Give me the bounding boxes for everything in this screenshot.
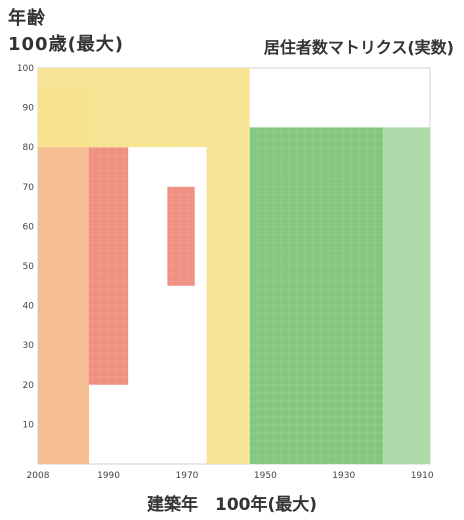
chart-title: 居住者数マトリクス(実数) [263, 38, 454, 57]
x-axis-label: 建築年 100年(最大) [146, 495, 318, 515]
y-tick-label: 60 [23, 222, 35, 232]
y-tick-label: 40 [23, 302, 35, 312]
y-tick-label: 30 [23, 341, 35, 351]
y-tick-label: 80 [23, 143, 35, 153]
heatmap-region-5 [206, 68, 250, 464]
heatmap-cells [37, 67, 431, 465]
x-tick-label: 1950 [254, 471, 277, 481]
heatmap-region-1 [38, 87, 89, 465]
y-tick-label: 90 [23, 104, 35, 114]
y-tick-label: 10 [23, 420, 35, 430]
heatmap-region-6 [249, 127, 383, 465]
heatmap-region-2 [88, 147, 129, 385]
x-tick-label: 1930 [332, 471, 355, 481]
heatmap-region-4 [38, 68, 207, 148]
y-tick-label: 50 [23, 262, 35, 272]
y-axis-label-line2: 100歳(最大) [8, 34, 125, 55]
y-axis-label-line1: 年齢 [8, 8, 46, 29]
y-axis-ticks: 10 20 30 40 50 60 70 80 90 100 [17, 64, 34, 430]
x-tick-label: 1970 [176, 471, 199, 481]
x-axis-ticks: 2008 1990 1970 1950 1930 1910 [27, 471, 434, 481]
x-tick-label: 1910 [411, 471, 434, 481]
y-tick-label: 70 [23, 183, 35, 193]
x-tick-label: 1990 [97, 471, 120, 481]
heatmap-region-3 [167, 186, 195, 286]
heatmap-region-7 [382, 127, 430, 465]
y-tick-label: 20 [23, 381, 35, 391]
x-tick-label: 2008 [27, 471, 50, 481]
y-tick-label: 100 [17, 64, 34, 74]
